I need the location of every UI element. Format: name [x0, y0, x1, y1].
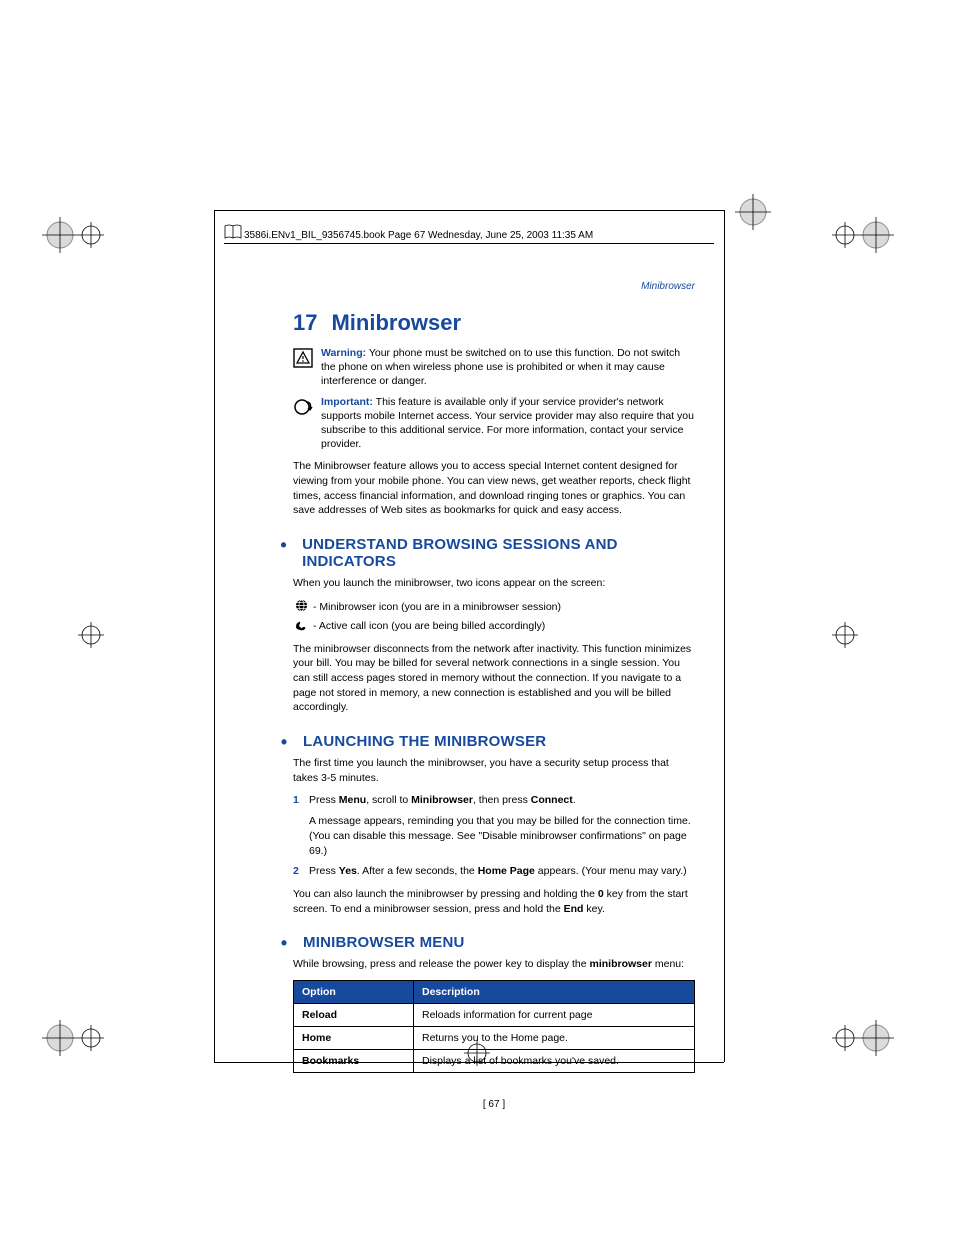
reg-mark-br — [856, 1018, 896, 1063]
warning-label: Warning: — [321, 347, 366, 359]
page-number: [ 67 ] — [293, 1099, 695, 1110]
crop-line-right — [724, 210, 725, 1062]
step-1-text: Press Menu, scroll to Minibrowser, then … — [309, 793, 695, 808]
important-text: Important: This feature is available onl… — [321, 395, 695, 452]
table-row: Bookmarks Displays a list of bookmarks y… — [294, 1049, 695, 1072]
important-label: Important: — [321, 396, 373, 408]
minibrowser-icon-text: - Minibrowser icon (you are in a minibro… — [313, 601, 561, 613]
important-body: This feature is available only if your s… — [321, 396, 694, 451]
section-2-lead: The first time you launch the minibrowse… — [293, 756, 695, 785]
table-row: Home Returns you to the Home page. — [294, 1026, 695, 1049]
warning-body: Your phone must be switched on to use th… — [321, 347, 680, 387]
running-head: Minibrowser — [293, 281, 695, 292]
reg-mark-tm — [733, 192, 773, 237]
step-2: 2 Press Yes. After a few seconds, the Ho… — [293, 864, 695, 879]
reg-cross-mr — [832, 622, 858, 653]
reg-cross-ml — [78, 622, 104, 653]
section-2-foot: You can also launch the minibrowser by p… — [293, 887, 695, 916]
globe-icon — [293, 599, 309, 615]
section-3-head: • MINIBROWSER MENU — [293, 932, 695, 951]
section-3-lead: While browsing, press and release the po… — [293, 957, 695, 972]
reg-cross-bl — [78, 1025, 104, 1056]
reg-mark-tl — [40, 215, 80, 260]
source-header: 3586i.ENv1_BIL_9356745.book Page 67 Wedn… — [244, 230, 593, 241]
step-2-num: 2 — [293, 864, 309, 879]
section-3-title: MINIBROWSER MENU — [303, 934, 465, 951]
reg-mark-tr — [856, 215, 896, 260]
cell-desc: Displays a list of bookmarks you've save… — [414, 1049, 695, 1072]
table-row: Reload Reloads information for current p… — [294, 1003, 695, 1026]
bullet-icon: • — [275, 934, 293, 952]
active-call-icon-text: - Active call icon (you are being billed… — [313, 620, 545, 632]
step-2-text: Press Yes. After a few seconds, the Home… — [309, 864, 695, 879]
warning-text: Warning: Your phone must be switched on … — [321, 346, 695, 389]
chapter-number: 17 — [293, 310, 317, 335]
chapter-title: 17 Minibrowser — [293, 310, 695, 336]
important-callout: Important: This feature is available onl… — [293, 395, 695, 452]
section-1-lead: When you launch the minibrowser, two ico… — [293, 576, 695, 591]
warning-icon — [293, 346, 321, 389]
chapter-name: Minibrowser — [331, 310, 461, 335]
phone-icon — [293, 619, 309, 634]
section-2-head: • LAUNCHING THE MINIBROWSER — [293, 731, 695, 750]
step-1: 1 Press Menu, scroll to Minibrowser, the… — [293, 793, 695, 808]
cell-desc: Reloads information for current page — [414, 1003, 695, 1026]
crop-line-left — [214, 210, 215, 1062]
minibrowser-icon-line: - Minibrowser icon (you are in a minibro… — [293, 599, 695, 615]
col-option: Option — [294, 980, 414, 1003]
section-1-body: The minibrowser disconnects from the net… — [293, 642, 695, 715]
step-1-num: 1 — [293, 793, 309, 808]
section-1-head: • UNDERSTAND BROWSING SESSIONS AND INDIC… — [293, 534, 695, 570]
bullet-icon: • — [275, 733, 293, 751]
cell-option: Reload — [294, 1003, 414, 1026]
cell-option: Bookmarks — [294, 1049, 414, 1072]
bullet-icon: • — [275, 536, 292, 554]
minibrowser-menu-table: Option Description Reload Reloads inform… — [293, 980, 695, 1073]
intro-paragraph: The Minibrowser feature allows you to ac… — [293, 459, 695, 518]
header-rule — [224, 243, 714, 244]
section-2-title: LAUNCHING THE MINIBROWSER — [303, 733, 546, 750]
step-1-sub: A message appears, reminding you that yo… — [309, 814, 695, 858]
page-content: Minibrowser 17 Minibrowser Warning: Your … — [293, 281, 695, 1110]
crop-line-top — [214, 210, 724, 211]
book-icon — [224, 224, 242, 245]
reg-mark-bl — [40, 1018, 80, 1063]
important-icon — [293, 395, 321, 452]
section-1-title: UNDERSTAND BROWSING SESSIONS AND INDICAT… — [302, 536, 695, 570]
reg-cross-tl — [78, 222, 104, 253]
active-call-icon-line: - Active call icon (you are being billed… — [293, 619, 695, 634]
cell-option: Home — [294, 1026, 414, 1049]
col-description: Description — [414, 980, 695, 1003]
table-header-row: Option Description — [294, 980, 695, 1003]
cell-desc: Returns you to the Home page. — [414, 1026, 695, 1049]
warning-callout: Warning: Your phone must be switched on … — [293, 346, 695, 389]
reg-cross-tr — [832, 222, 858, 253]
reg-cross-br — [832, 1025, 858, 1056]
